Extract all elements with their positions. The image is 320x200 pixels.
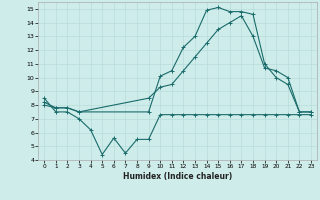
X-axis label: Humidex (Indice chaleur): Humidex (Indice chaleur) [123, 172, 232, 181]
